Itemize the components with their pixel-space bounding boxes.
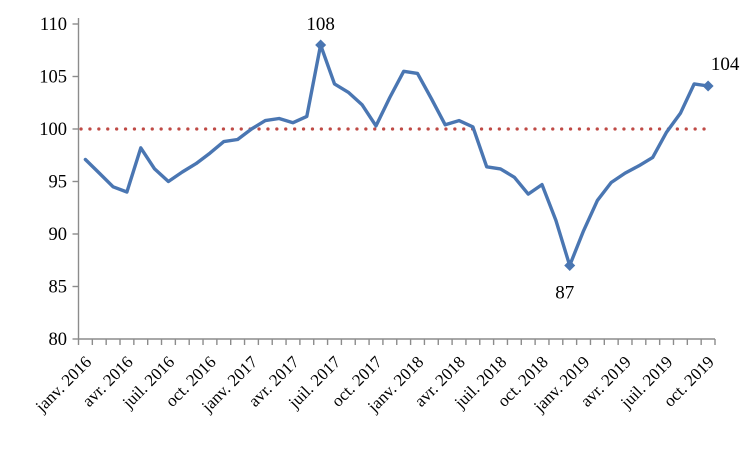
data-point-marker	[315, 39, 327, 51]
y-tick-label: 100	[39, 120, 67, 140]
x-tick-label: janv. 2016	[31, 352, 95, 416]
y-tick-label: 90	[49, 225, 68, 245]
y-axis-labels: 80 85 90 95 100 105 110	[39, 15, 67, 350]
data-point-marker	[564, 260, 576, 271]
y-tick-label: 80	[49, 330, 68, 350]
annotation-104: 104	[711, 54, 740, 75]
y-tick-label: 110	[40, 15, 67, 35]
y-tick-label: 105	[39, 68, 67, 88]
axes	[72, 18, 716, 345]
y-tick-label: 85	[49, 278, 68, 298]
series-line	[83, 43, 710, 268]
y-tick-label: 95	[49, 173, 68, 193]
data-point-marker	[702, 80, 714, 92]
annotation-108: 108	[306, 14, 335, 35]
annotation-87: 87	[555, 283, 574, 304]
